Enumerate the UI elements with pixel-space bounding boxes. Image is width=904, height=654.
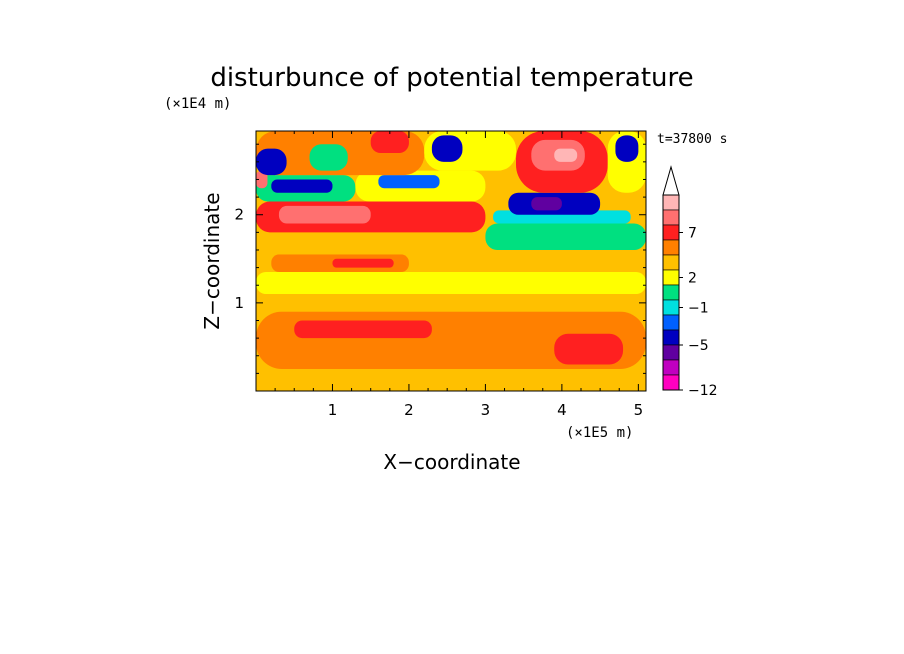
field-region-8 — [408, 249, 646, 273]
field-region-18 — [256, 170, 268, 189]
colorbar-swatch — [662, 254, 680, 271]
colorbar-swatch — [662, 239, 680, 256]
field-region-2 — [294, 320, 432, 339]
colorbar-frame — [662, 194, 680, 391]
colorbar-swatch — [662, 359, 680, 376]
colorbar-swatch — [662, 299, 680, 316]
field-region-7 — [332, 258, 394, 268]
colorbar-label: 7 — [688, 226, 697, 242]
y-axis-unit: (×1E4 m) — [164, 96, 231, 112]
field-region-12 — [485, 223, 646, 250]
colorbar-swatch — [662, 314, 680, 331]
colorbar: 7 2 −1 −5 −12 — [662, 165, 718, 399]
field-region-9 — [256, 232, 486, 255]
axes: 1 2 3 4 5 1 2 — [234, 131, 646, 419]
y-axis-label: Z−coordinate — [200, 192, 224, 329]
colorbar-swatch — [662, 194, 680, 211]
colorbar-label: 2 — [688, 271, 697, 287]
colorbar-swatch — [662, 209, 680, 226]
field-region-11 — [278, 205, 371, 224]
field-region-0 — [256, 368, 646, 391]
plot-frame — [255, 130, 647, 392]
y-tick-label: 2 — [234, 206, 244, 224]
colorbar-label: −1 — [688, 301, 709, 317]
field-region-22 — [256, 148, 287, 176]
field-region-4 — [256, 294, 646, 312]
colorbar-swatch — [662, 374, 680, 391]
x-tick-label: 4 — [557, 401, 567, 419]
field-region-5 — [256, 272, 646, 295]
colorbar-swatch — [662, 329, 680, 346]
field-region-31 — [615, 135, 639, 162]
y-tick-label: 1 — [234, 294, 244, 312]
x-axis-unit: (×1E5 m) — [566, 425, 633, 441]
colorbar-swatch — [662, 269, 680, 286]
field-region-3 — [554, 333, 624, 365]
field-region-23 — [309, 144, 348, 171]
field-region-26 — [431, 135, 463, 162]
colorbar-swatch — [662, 224, 680, 241]
field-region-15 — [531, 197, 562, 211]
field-region-29 — [554, 148, 578, 162]
contour-field — [256, 131, 646, 391]
colorbar-swatch — [662, 344, 680, 361]
x-tick-label: 1 — [328, 401, 338, 419]
field-region-24 — [370, 131, 409, 154]
x-tick-label: 2 — [404, 401, 414, 419]
x-tick-label: 3 — [481, 401, 491, 419]
colorbar-label: −12 — [688, 383, 718, 399]
x-axis-label: X−coordinate — [383, 450, 520, 474]
chart-title: disturbunce of potential temperature — [210, 63, 693, 93]
colorbar-label: −5 — [688, 338, 709, 354]
colorbar-swatch — [662, 284, 680, 301]
field-region-20 — [378, 175, 440, 189]
x-tick-label: 5 — [634, 401, 644, 419]
field-region-17 — [271, 179, 333, 193]
time-label: t=37800 s — [657, 132, 727, 147]
